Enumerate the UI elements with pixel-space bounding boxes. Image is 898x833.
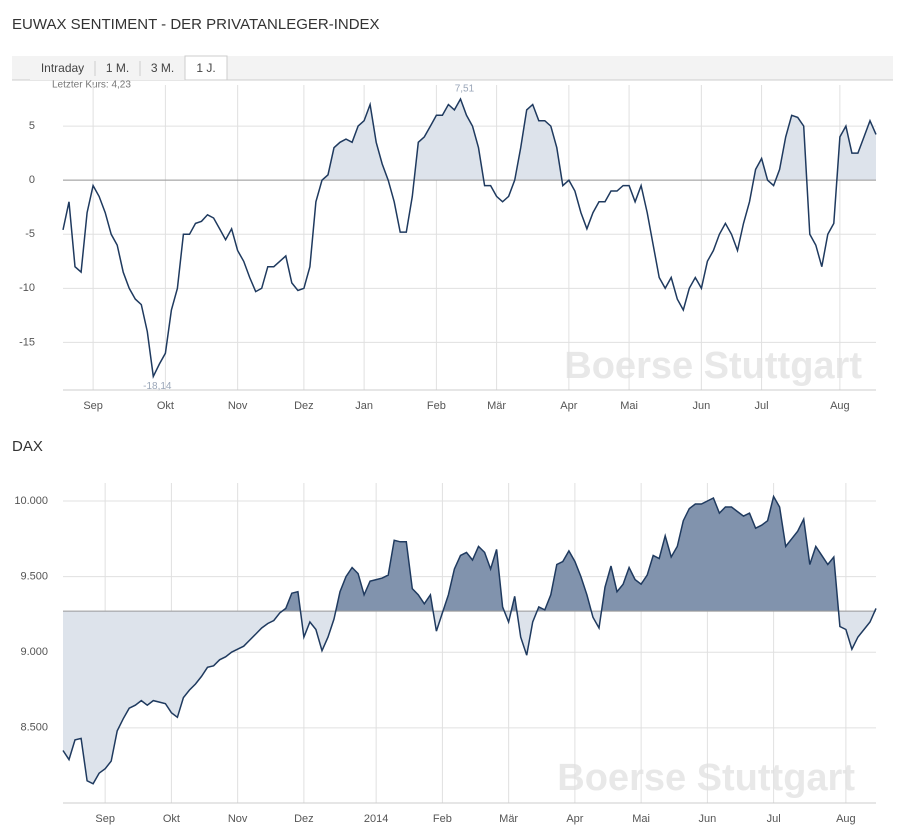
area-above bbox=[282, 496, 876, 612]
tab-label[interactable]: 1 J. bbox=[196, 61, 215, 75]
chart-title: DAX bbox=[12, 438, 43, 455]
y-tick-label: 9.500 bbox=[20, 571, 48, 583]
x-tick-label: Jul bbox=[767, 813, 781, 825]
y-tick-label: -15 bbox=[19, 336, 35, 348]
x-tick-label: Feb bbox=[433, 813, 452, 825]
watermark: Boerse Stuttgart bbox=[564, 345, 862, 387]
tab[interactable] bbox=[184, 55, 228, 81]
x-tick-label: 2014 bbox=[364, 813, 388, 825]
tab[interactable] bbox=[30, 56, 95, 80]
x-tick-label: Dez bbox=[294, 400, 314, 412]
x-tick-label: Dez bbox=[294, 813, 314, 825]
x-tick-label: Jun bbox=[692, 400, 710, 412]
annotation: -18,14 bbox=[143, 381, 172, 392]
x-tick-label: Jan bbox=[355, 400, 373, 412]
x-tick-label: Okt bbox=[163, 813, 180, 825]
y-tick-label: 5 bbox=[29, 120, 35, 132]
area-above bbox=[63, 99, 876, 181]
x-tick-label: Apr bbox=[566, 813, 583, 825]
tab-label[interactable]: 3 M. bbox=[151, 61, 174, 75]
tab[interactable] bbox=[140, 56, 185, 80]
x-tick-label: Nov bbox=[228, 813, 248, 825]
tabs: Intraday 1 M. 3 M. 1 J. bbox=[30, 55, 228, 81]
x-tick-label: Apr bbox=[560, 400, 577, 412]
x-tick-label: Okt bbox=[157, 400, 174, 412]
x-tick-label: Mär bbox=[499, 813, 518, 825]
annotation: 7,51 bbox=[455, 84, 475, 95]
y-tick-label: 9.000 bbox=[20, 646, 48, 658]
x-tick-label: Aug bbox=[836, 813, 856, 825]
line bbox=[62, 494, 877, 785]
x-tick-label: Mai bbox=[620, 400, 638, 412]
area-below bbox=[63, 611, 876, 784]
x-tick-label: Sep bbox=[95, 813, 115, 825]
page-title: EUWAX SENTIMENT - DER PRIVATANLEGER-INDE… bbox=[12, 16, 380, 33]
x-tick-label: Mai bbox=[632, 813, 650, 825]
y-tick-label: 0 bbox=[29, 174, 35, 186]
x-tick-label: Mär bbox=[487, 400, 506, 412]
x-tick-label: Nov bbox=[228, 400, 248, 412]
chart-subtitle: Letzter Kurs: 4,23 bbox=[52, 80, 131, 91]
y-tick-label: -10 bbox=[19, 282, 35, 294]
y-tick-label: -5 bbox=[25, 228, 35, 240]
tab-label[interactable]: 1 M. bbox=[106, 61, 129, 75]
x-tick-label: Sep bbox=[83, 400, 103, 412]
x-tick-label: Aug bbox=[830, 400, 850, 412]
watermark: Boerse Stuttgart bbox=[557, 757, 855, 799]
y-tick-label: 8.500 bbox=[20, 722, 48, 734]
x-tick-label: Jun bbox=[699, 813, 717, 825]
tab-label[interactable]: Intraday bbox=[41, 61, 84, 75]
line bbox=[62, 97, 877, 379]
x-tick-label: Feb bbox=[427, 400, 446, 412]
tab[interactable] bbox=[95, 56, 140, 80]
y-tick-label: 10.000 bbox=[14, 495, 48, 507]
x-tick-label: Jul bbox=[755, 400, 769, 412]
